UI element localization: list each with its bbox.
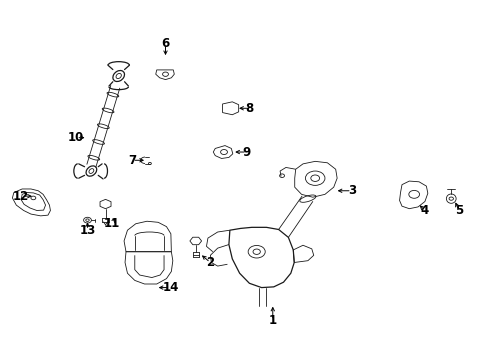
Text: 1: 1 — [268, 314, 276, 327]
Text: 10: 10 — [68, 131, 84, 144]
Text: 14: 14 — [162, 281, 178, 294]
Text: 11: 11 — [103, 216, 120, 230]
Text: 2: 2 — [206, 256, 214, 269]
Text: 5: 5 — [454, 204, 462, 217]
Text: 6: 6 — [161, 37, 169, 50]
Text: 4: 4 — [420, 204, 428, 217]
Text: 3: 3 — [347, 184, 355, 197]
Text: 8: 8 — [245, 102, 253, 115]
Text: 9: 9 — [243, 145, 250, 158]
Text: 7: 7 — [128, 154, 136, 167]
Text: 12: 12 — [13, 190, 29, 203]
Text: 13: 13 — [79, 224, 96, 237]
